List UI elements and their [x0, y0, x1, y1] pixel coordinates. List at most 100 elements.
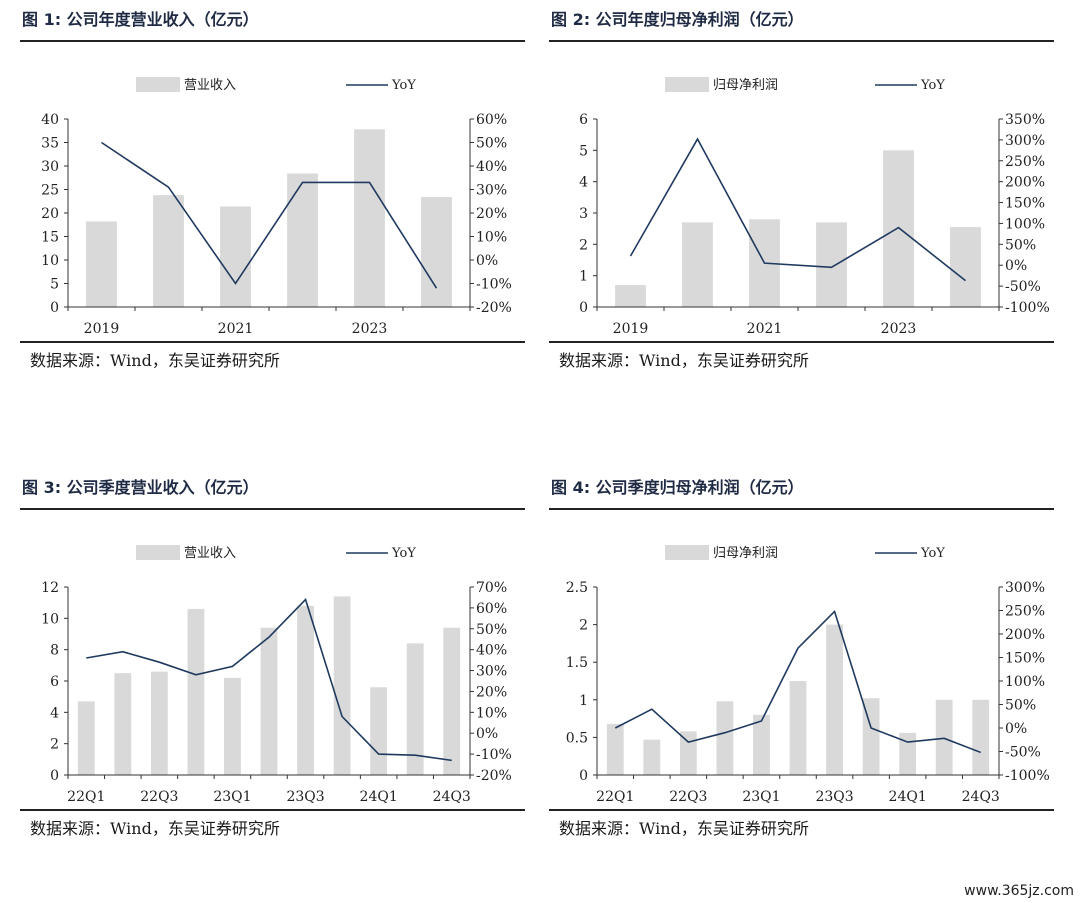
y2-tick-label: 250% [1005, 604, 1045, 620]
y-tick-label: 8 [50, 643, 59, 659]
bar [606, 723, 624, 775]
y-tick-label: 1 [579, 269, 588, 285]
y2-tick-label: 50% [476, 136, 507, 152]
y2-tick-label: 200% [1005, 175, 1045, 191]
y2-tick-label: 0% [1005, 721, 1027, 737]
y2-tick-label: 10% [476, 230, 507, 246]
chart-1-svg: 营业收入 YoY 0 5 10 15 20 25 30 35 40 -20% -10% 0% 10% 20% 3… [41, 77, 512, 337]
x-tick-label: 2019 [613, 321, 649, 337]
legend: 营业收入 YoY [136, 77, 416, 93]
chart-source: 数据来源：Wind，东吴证券研究所 [549, 809, 1054, 849]
y2-tick-label: 10% [476, 705, 507, 721]
x-tick-label: 23Q1 [742, 789, 780, 805]
x-tick-label: 2021 [747, 321, 783, 337]
bar [224, 677, 241, 775]
y2-tick-label: 150% [1005, 196, 1045, 212]
legend-label: 归母净利润 [713, 546, 778, 561]
chart-panel-1: 图 1: 公司年度营业收入（亿元） 营业收入 YoY 0 5 10 15 20 25 30 35 4… [20, 2, 525, 432]
y-tick-label: 0 [50, 768, 59, 784]
legend-label: YoY [391, 546, 416, 561]
y2-tick-label: -100% [1005, 768, 1050, 784]
bar [114, 673, 132, 775]
y2-tick-label: 150% [1005, 651, 1045, 667]
y2-tick-label: 30% [476, 183, 507, 199]
y2-tick-label: 20% [476, 684, 507, 700]
bar [153, 195, 184, 307]
bar [421, 197, 452, 307]
x-tick-label: 2023 [881, 321, 917, 337]
chart-source: 数据来源：Wind，东吴证券研究所 [20, 341, 525, 381]
bar [260, 627, 278, 775]
x-tick-label: 2019 [84, 321, 120, 337]
y2-tick-label: -50% [1005, 279, 1041, 295]
y-tick-label: 2 [579, 618, 588, 634]
y2-tick-label: -20% [476, 768, 512, 784]
y-tick-label: 4 [50, 705, 59, 721]
legend: 营业收入 YoY [136, 545, 416, 561]
legend-bar-swatch [136, 77, 180, 92]
bar [86, 221, 117, 307]
yoy-line [86, 598, 452, 762]
chart-panel-2: 图 2: 公司年度归母净利润（亿元） 归母净利润 YoY 0 1 2 3 4 5 6 -100% -… [549, 2, 1054, 432]
y2-tick-label: 60% [476, 112, 507, 128]
bar [187, 608, 205, 775]
y-tick-label: 6 [579, 112, 588, 128]
x-tick-label: 22Q1 [67, 789, 105, 805]
y-tick-label: 0 [50, 300, 59, 316]
y2-tick-label: 20% [476, 206, 507, 222]
x-tick-label: 2023 [352, 321, 388, 337]
legend-bar-swatch [136, 545, 180, 560]
yoy-line [101, 141, 438, 289]
chart-title: 图 2: 公司年度归母净利润（亿元） [549, 2, 1054, 42]
x-tick-label: 2021 [218, 321, 254, 337]
y-tick-label: 1 [579, 693, 588, 709]
legend-label: YoY [920, 78, 945, 93]
bar [406, 643, 424, 775]
y2-tick-label: 0% [476, 726, 498, 742]
y2-tick-label: 0% [476, 253, 498, 269]
legend-label: 营业收入 [184, 546, 236, 561]
y-tick-label: 12 [41, 580, 59, 596]
bar [615, 285, 646, 307]
y2-tick-label: 300% [1005, 133, 1045, 149]
x-tick-label: 24Q1 [889, 789, 927, 805]
bar [297, 605, 314, 775]
y2-tick-label: 30% [476, 664, 507, 680]
legend-label: YoY [920, 546, 945, 561]
y-tick-label: 0 [579, 768, 588, 784]
y2-tick-label: 300% [1005, 580, 1045, 596]
y-tick-label: 10 [41, 253, 59, 269]
bar [77, 701, 95, 775]
y-tick-label: 30 [41, 159, 59, 175]
chart-3-svg: 营业收入 YoY 0 2 4 6 8 10 12 -20% -10% 0% 10% 20% 30% 40% 50… [41, 545, 512, 805]
y2-tick-label: -10% [476, 747, 512, 763]
bar [883, 150, 914, 307]
y-tick-label: 4 [579, 175, 588, 191]
y2-tick-label: -100% [1005, 300, 1050, 316]
chart-title: 图 1: 公司年度营业收入（亿元） [20, 2, 525, 42]
y2-tick-label: 70% [476, 580, 507, 596]
bar [682, 222, 713, 307]
legend-label: 归母净利润 [713, 78, 778, 93]
y2-tick-label: 0% [1005, 258, 1027, 274]
y2-tick-label: -20% [476, 300, 512, 316]
x-tick-label: 24Q1 [360, 789, 398, 805]
legend: 归母净利润 YoY [665, 545, 945, 561]
chart-title: 图 3: 公司季度营业收入（亿元） [20, 470, 525, 510]
chart-source: 数据来源：Wind，东吴证券研究所 [549, 341, 1054, 381]
y2-tick-label: 100% [1005, 674, 1045, 690]
y-tick-label: 10 [41, 611, 59, 627]
x-tick-label: 23Q3 [815, 789, 853, 805]
y2-tick-label: 40% [476, 159, 507, 175]
bar [826, 624, 843, 775]
y2-tick-label: 50% [476, 622, 507, 638]
legend-bar-swatch [665, 77, 709, 92]
y-tick-label: 15 [41, 230, 59, 246]
bar [862, 698, 880, 775]
bar [643, 739, 661, 775]
y2-tick-label: 50% [1005, 698, 1036, 714]
chart-source: 数据来源：Wind，东吴证券研究所 [20, 809, 525, 849]
y2-tick-label: -50% [1005, 745, 1041, 761]
x-tick-label: 23Q1 [213, 789, 251, 805]
bar [287, 173, 318, 307]
